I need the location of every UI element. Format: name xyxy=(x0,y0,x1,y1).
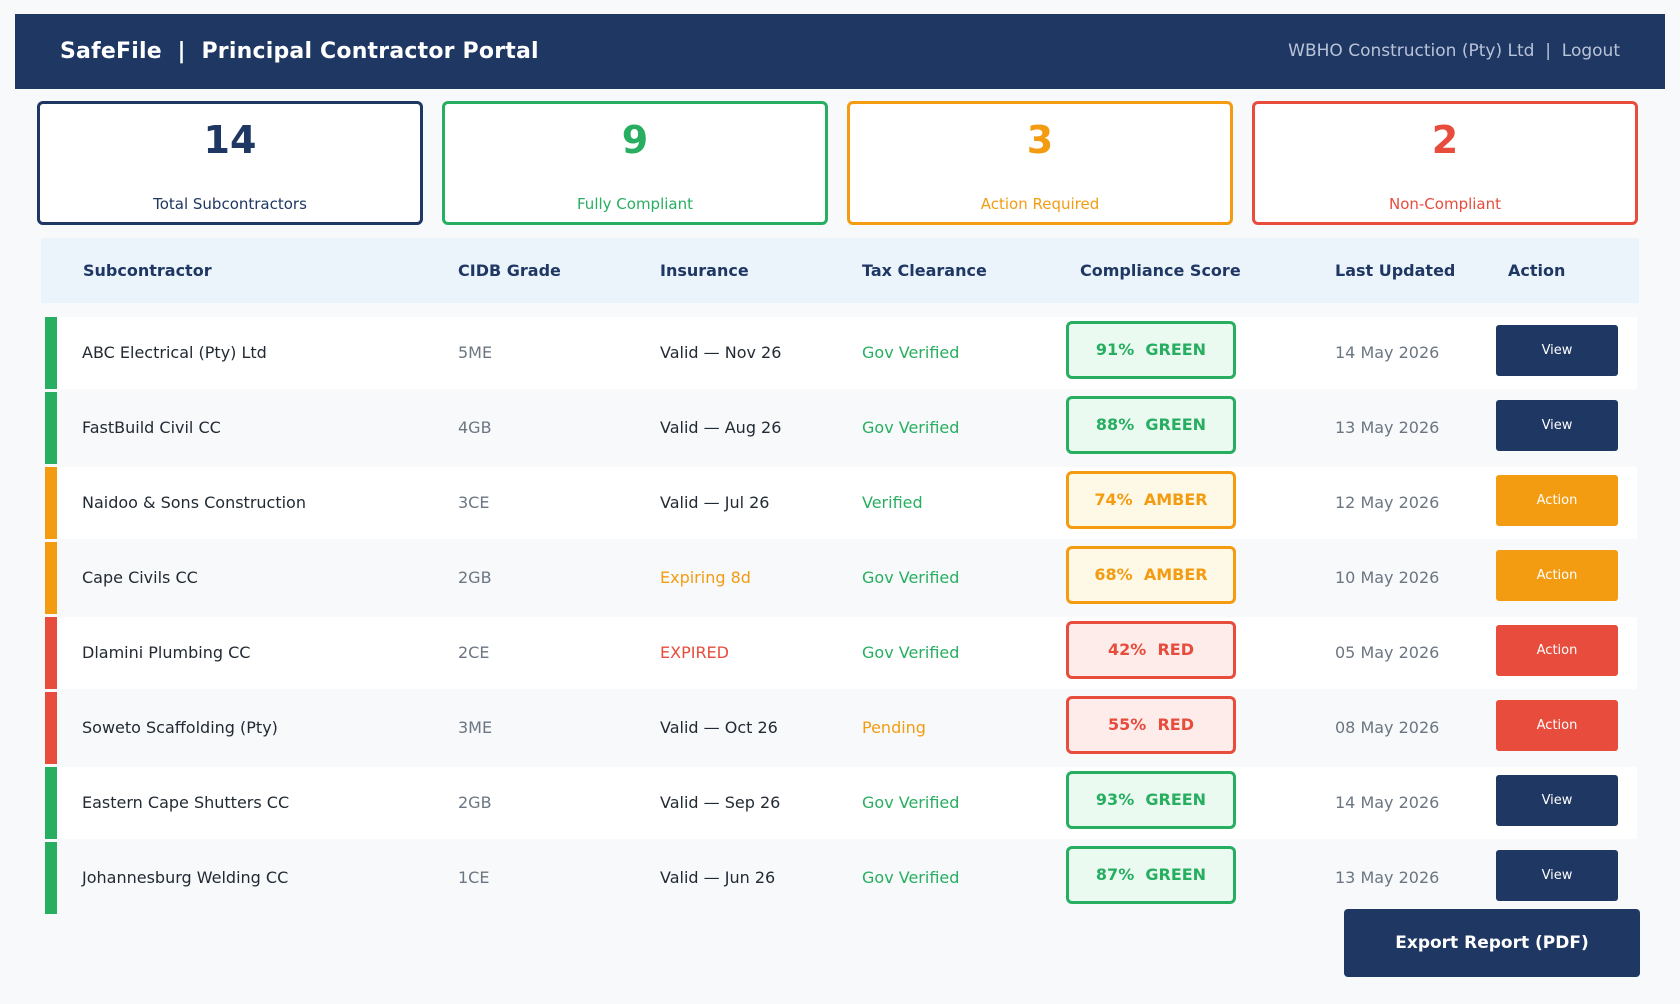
row-action-button[interactable]: Action xyxy=(1496,700,1618,751)
top-nav-bar: SafeFile | Principal Contractor Portal W… xyxy=(15,14,1665,89)
kpi-card-total: 14 Total Subcontractors xyxy=(37,101,423,225)
table-row: Eastern Cape Shutters CC 2GB Valid — Sep 2… xyxy=(45,767,1637,839)
last-updated-date: 14 May 2026 xyxy=(1335,793,1440,812)
tax-clearance-status: Gov Verified xyxy=(862,643,960,662)
logout-link[interactable]: Logout xyxy=(1561,41,1620,61)
column-header-subcontractor[interactable]: Subcontractor xyxy=(83,261,212,280)
cidb-grade: 3CE xyxy=(458,493,490,512)
kpi-value: 3 xyxy=(1026,118,1054,162)
row-view-button[interactable]: View xyxy=(1496,325,1618,376)
kpi-card-non-compliant: 2 Non-Compliant xyxy=(1252,101,1638,225)
compliance-score-badge: 88% GREEN xyxy=(1066,396,1236,454)
row-view-button[interactable]: View xyxy=(1496,775,1618,826)
app-title: SafeFile | Principal Contractor Portal xyxy=(60,39,539,64)
subcontractor-name: ABC Electrical (Pty) Ltd xyxy=(82,343,267,362)
status-indicator-bar xyxy=(45,467,57,539)
table-row: Naidoo & Sons Construction 3CE Valid — Jul… xyxy=(45,467,1637,539)
last-updated-date: 14 May 2026 xyxy=(1335,343,1440,362)
insurance-status: Expiring 8d xyxy=(660,568,751,587)
company-name: WBHO Construction (Pty) Ltd xyxy=(1288,41,1535,61)
subcontractor-name: Soweto Scaffolding (Pty) xyxy=(82,718,278,737)
compliance-score-badge: 87% GREEN xyxy=(1066,846,1236,904)
compliance-score-badge: 68% AMBER xyxy=(1066,546,1236,604)
subcontractor-name: Cape Civils CC xyxy=(82,568,198,587)
kpi-label: Action Required xyxy=(980,195,1100,213)
last-updated-date: 05 May 2026 xyxy=(1335,643,1440,662)
kpi-value: 14 xyxy=(203,118,257,162)
compliance-score-badge: 93% GREEN xyxy=(1066,771,1236,829)
status-indicator-bar xyxy=(45,692,57,764)
kpi-label: Total Subcontractors xyxy=(153,195,307,213)
kpi-label: Non-Compliant xyxy=(1388,195,1502,213)
cidb-grade: 4GB xyxy=(458,418,492,437)
last-updated-date: 08 May 2026 xyxy=(1335,718,1440,737)
table-row: Soweto Scaffolding (Pty) 3ME Valid — Oct 2… xyxy=(45,692,1637,764)
status-indicator-bar xyxy=(45,392,57,464)
insurance-status: Valid — Aug 26 xyxy=(660,418,782,437)
subcontractor-name: Johannesburg Welding CC xyxy=(82,868,289,887)
status-indicator-bar xyxy=(45,542,57,614)
column-header-last-updated[interactable]: Last Updated xyxy=(1335,261,1456,280)
header-separator: | xyxy=(1534,41,1562,61)
row-view-button[interactable]: View xyxy=(1496,850,1618,901)
subcontractor-name: Dlamini Plumbing CC xyxy=(82,643,251,662)
insurance-status: Valid — Oct 26 xyxy=(660,718,778,737)
cidb-grade: 2GB xyxy=(458,568,492,587)
row-action-button[interactable]: Action xyxy=(1496,475,1618,526)
last-updated-date: 13 May 2026 xyxy=(1335,418,1440,437)
table-header: Subcontractor CIDB Grade Insurance Tax C… xyxy=(41,238,1639,303)
kpi-card-action-required: 3 Action Required xyxy=(847,101,1233,225)
row-action-button[interactable]: Action xyxy=(1496,550,1618,601)
row-view-button[interactable]: View xyxy=(1496,400,1618,451)
kpi-card-compliant: 9 Fully Compliant xyxy=(442,101,828,225)
column-header-action: Action xyxy=(1508,261,1566,280)
table-row: ABC Electrical (Pty) Ltd 5ME Valid — Nov 2… xyxy=(45,317,1637,389)
tax-clearance-status: Gov Verified xyxy=(862,418,960,437)
user-area: WBHO Construction (Pty) Ltd | Logout xyxy=(1288,14,1620,89)
subcontractor-name: Naidoo & Sons Construction xyxy=(82,493,306,512)
status-indicator-bar xyxy=(45,767,57,839)
last-updated-date: 10 May 2026 xyxy=(1335,568,1440,587)
subcontractor-name: FastBuild Civil CC xyxy=(82,418,221,437)
subcontractor-name: Eastern Cape Shutters CC xyxy=(82,793,290,812)
status-indicator-bar xyxy=(45,842,57,914)
export-report-button[interactable]: Export Report (PDF) xyxy=(1344,909,1640,977)
kpi-value: 2 xyxy=(1431,118,1459,162)
compliance-score-badge: 42% RED xyxy=(1066,621,1236,679)
compliance-score-badge: 74% AMBER xyxy=(1066,471,1236,529)
insurance-status: Valid — Nov 26 xyxy=(660,343,782,362)
tax-clearance-status: Gov Verified xyxy=(862,343,960,362)
insurance-status: EXPIRED xyxy=(660,643,729,662)
status-indicator-bar xyxy=(45,317,57,389)
table-row: Johannesburg Welding CC 1CE Valid — Jun 26… xyxy=(45,842,1637,914)
insurance-status: Valid — Jun 26 xyxy=(660,868,776,887)
tax-clearance-status: Gov Verified xyxy=(862,568,960,587)
last-updated-date: 12 May 2026 xyxy=(1335,493,1440,512)
column-header-tax-clearance[interactable]: Tax Clearance xyxy=(862,261,987,280)
tax-clearance-status: Gov Verified xyxy=(862,868,960,887)
compliance-score-badge: 91% GREEN xyxy=(1066,321,1236,379)
tax-clearance-status: Pending xyxy=(862,718,926,737)
compliance-score-badge: 55% RED xyxy=(1066,696,1236,754)
kpi-value: 9 xyxy=(621,118,649,162)
insurance-status: Valid — Sep 26 xyxy=(660,793,781,812)
column-header-cidb-grade[interactable]: CIDB Grade xyxy=(458,261,561,280)
table-row: Dlamini Plumbing CC 2CE EXPIRED Gov Verifie… xyxy=(45,617,1637,689)
row-action-button[interactable]: Action xyxy=(1496,625,1618,676)
cidb-grade: 2CE xyxy=(458,643,490,662)
cidb-grade: 2GB xyxy=(458,793,492,812)
insurance-status: Valid — Jul 26 xyxy=(660,493,770,512)
column-header-compliance-score[interactable]: Compliance Score xyxy=(1080,261,1241,280)
status-indicator-bar xyxy=(45,617,57,689)
cidb-grade: 1CE xyxy=(458,868,490,887)
tax-clearance-status: Verified xyxy=(862,493,923,512)
column-header-insurance[interactable]: Insurance xyxy=(660,261,749,280)
table-row: FastBuild Civil CC 4GB Valid — Aug 26 Gov V… xyxy=(45,392,1637,464)
table-row: Cape Civils CC 2GB Expiring 8d Gov Verified… xyxy=(45,542,1637,614)
kpi-label: Fully Compliant xyxy=(577,195,693,213)
last-updated-date: 13 May 2026 xyxy=(1335,868,1440,887)
tax-clearance-status: Gov Verified xyxy=(862,793,960,812)
cidb-grade: 5ME xyxy=(458,343,493,362)
cidb-grade: 3ME xyxy=(458,718,493,737)
